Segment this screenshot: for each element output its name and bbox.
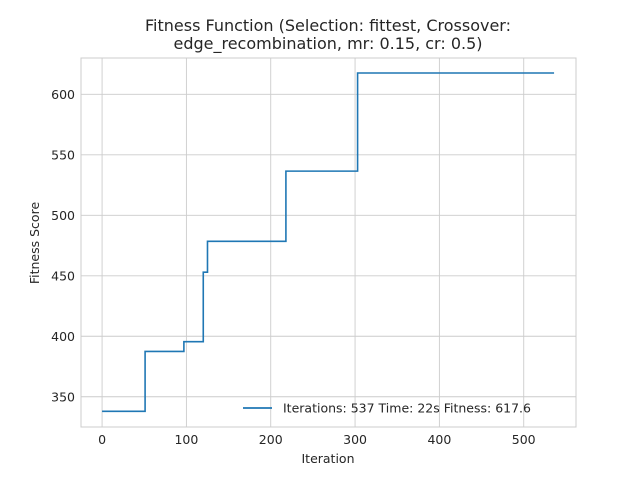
grid-lines <box>81 58 576 427</box>
legend-label: Iterations: 537 Time: 22s Fitness: 617.6 <box>283 401 531 416</box>
y-tick-label: 450 <box>51 268 75 283</box>
plot-area-frame <box>80 57 577 428</box>
x-tick-label: 200 <box>259 432 283 447</box>
x-tick-label: 0 <box>98 432 106 447</box>
y-tick-label: 400 <box>51 329 75 344</box>
y-tick-label: 350 <box>51 389 75 404</box>
series-lines <box>102 72 555 413</box>
y-axis-label: Fitness Score <box>27 202 42 285</box>
x-axis-label: Iteration <box>301 451 354 466</box>
legend: Iterations: 537 Time: 22s Fitness: 617.6 <box>243 401 531 416</box>
series-line <box>102 72 555 413</box>
y-tick-label: 500 <box>51 208 75 223</box>
axis-ticks: 0 100 200 300 400 500 350 400 450 500 550 600 <box>51 87 536 447</box>
y-tick-label: 600 <box>51 87 75 102</box>
chart-title-line-2: edge_recombination, mr: 0.15, cr: 0.5) <box>173 34 482 54</box>
x-tick-label: 100 <box>174 432 198 447</box>
y-tick-label: 550 <box>51 147 75 162</box>
x-tick-label: 500 <box>512 432 536 447</box>
x-tick-label: 400 <box>427 432 451 447</box>
x-tick-label: 300 <box>343 432 367 447</box>
chart-title-line-1: Fitness Function (Selection: fittest, Cr… <box>145 16 511 35</box>
